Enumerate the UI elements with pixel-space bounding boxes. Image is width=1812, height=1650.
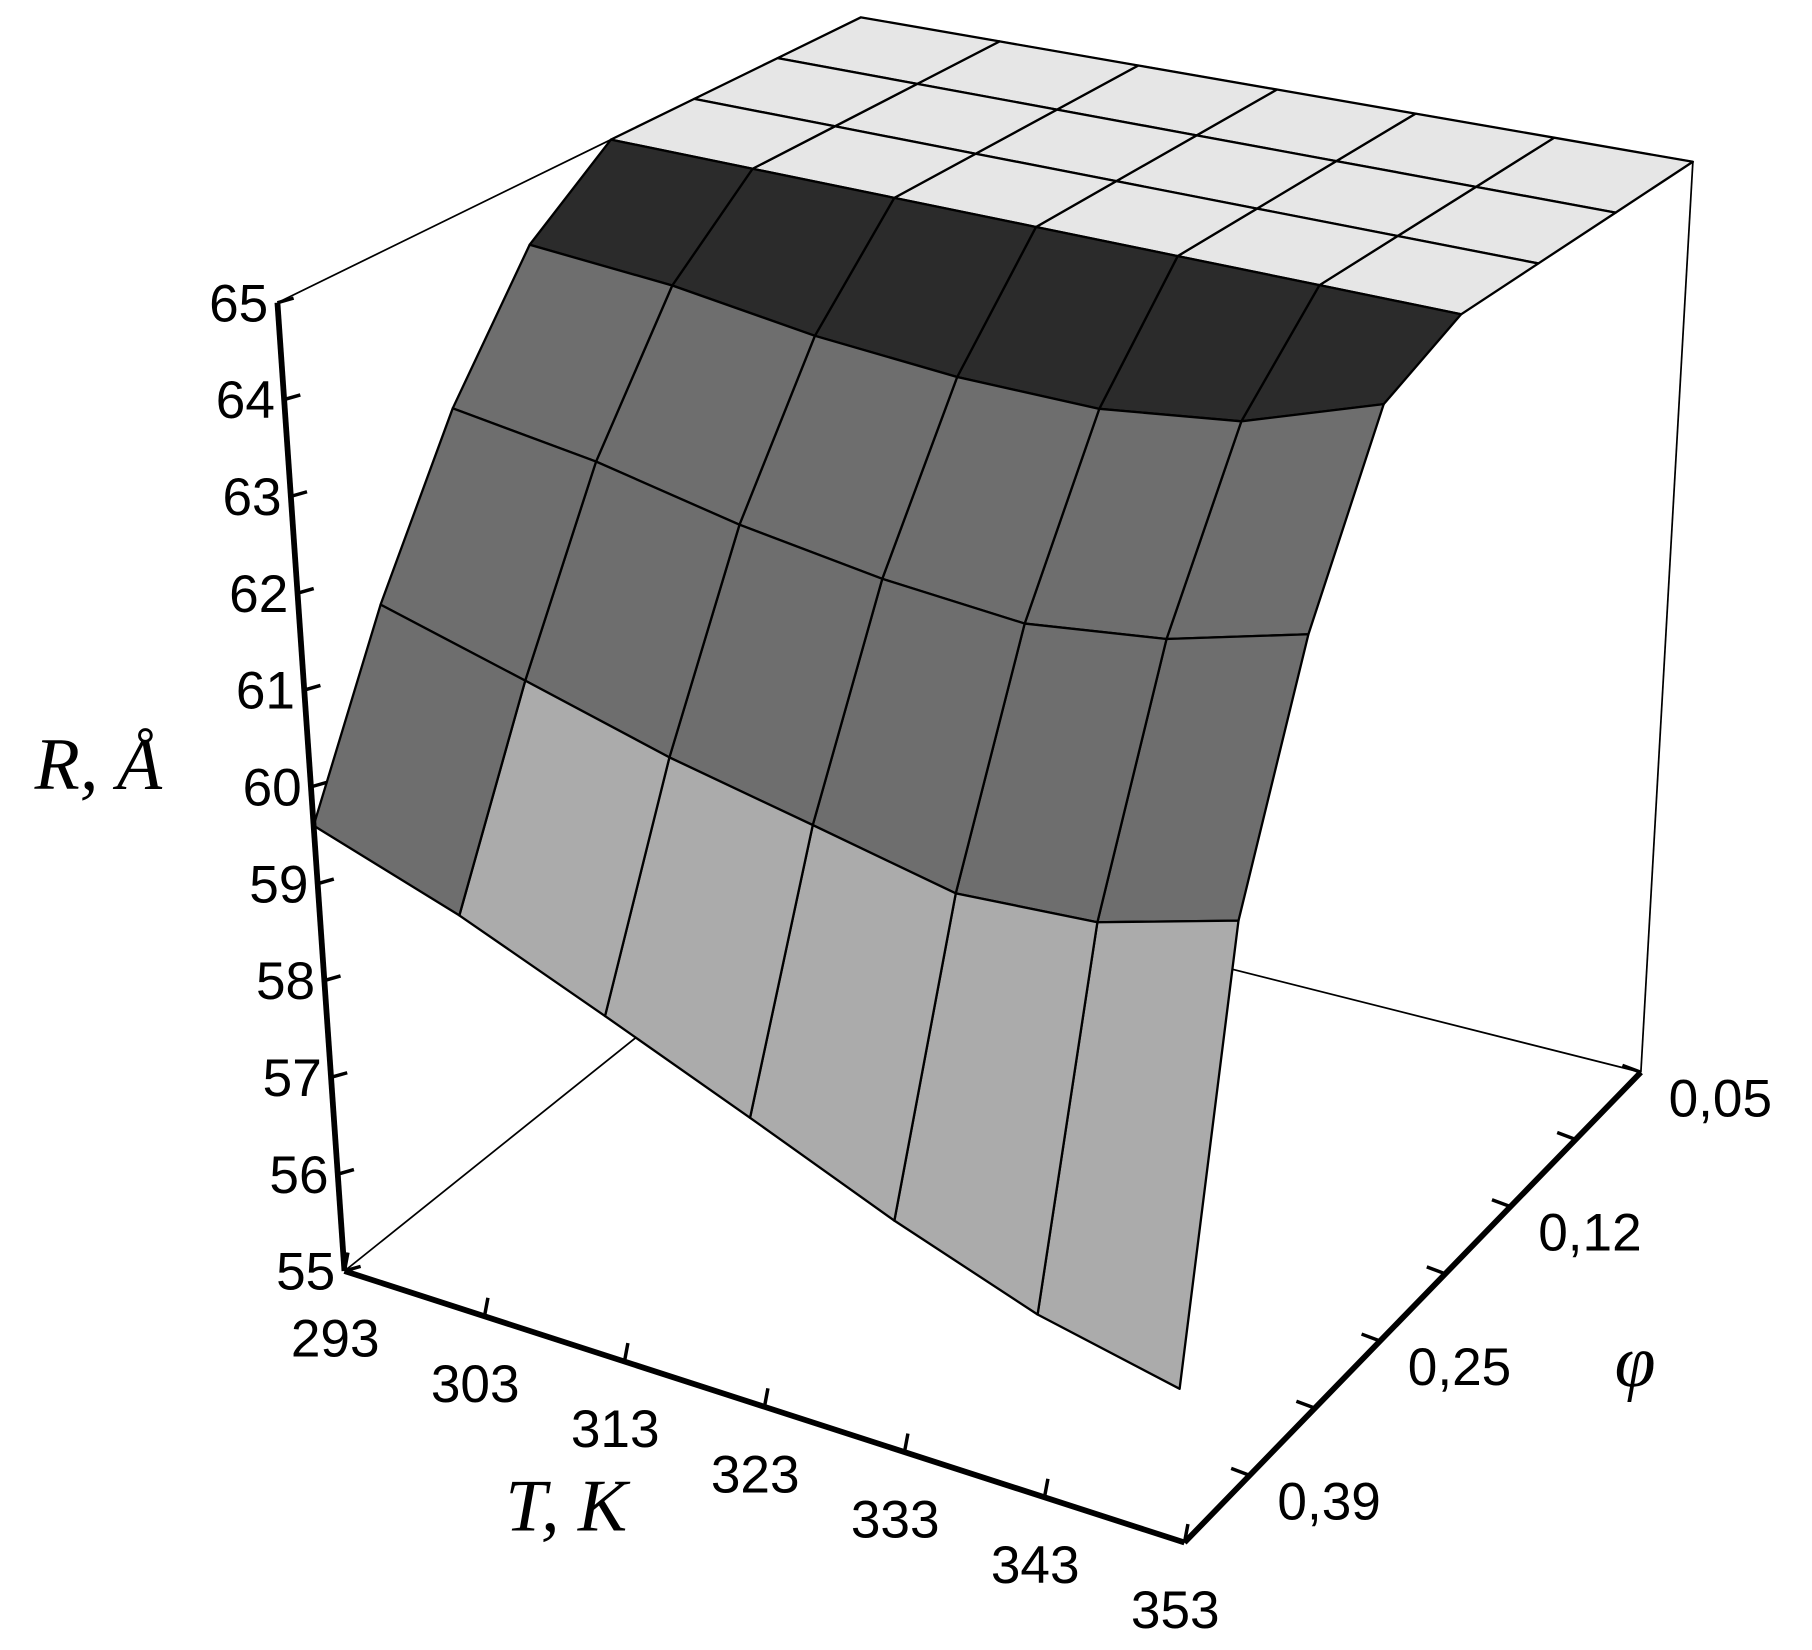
z-tick bbox=[303, 683, 321, 692]
x-tick bbox=[482, 1297, 490, 1317]
y-axis bbox=[1182, 1070, 1643, 1545]
y-tick bbox=[1426, 1265, 1446, 1276]
z-tick-label: 56 bbox=[269, 1146, 328, 1205]
z-tick-label: 57 bbox=[263, 1049, 322, 1108]
z-axis-title: R, Å bbox=[34, 723, 163, 805]
z-tick bbox=[323, 974, 341, 983]
z-tick bbox=[330, 1071, 348, 1080]
x-tick-label: 353 bbox=[1131, 1581, 1220, 1640]
x-tick-label: 293 bbox=[291, 1310, 380, 1369]
x-tick-label: 343 bbox=[991, 1536, 1080, 1595]
z-tick-label: 62 bbox=[229, 565, 288, 624]
y-tick bbox=[1491, 1198, 1512, 1209]
z-tick bbox=[337, 1167, 355, 1176]
y-axis-title: φ bbox=[1615, 1320, 1656, 1402]
y-tick bbox=[1230, 1466, 1251, 1477]
y-tick bbox=[1621, 1063, 1642, 1074]
z-tick-label: 65 bbox=[209, 274, 268, 333]
x-tick bbox=[342, 1252, 350, 1272]
z-tick-label: 59 bbox=[249, 855, 308, 914]
y-tick-label: 0,39 bbox=[1277, 1472, 1380, 1531]
z-tick-label: 61 bbox=[236, 662, 295, 721]
z-tick bbox=[310, 780, 328, 789]
y-tick bbox=[1295, 1399, 1316, 1410]
z-tick bbox=[297, 586, 315, 595]
z-tick bbox=[317, 877, 335, 886]
x-tick-label: 333 bbox=[851, 1491, 940, 1550]
y-tick-label: 0,12 bbox=[1538, 1204, 1641, 1263]
z-tick-label: 58 bbox=[256, 952, 315, 1011]
box-edge bbox=[1640, 161, 1694, 1073]
x-tick bbox=[762, 1387, 770, 1408]
x-tick bbox=[1182, 1523, 1190, 1543]
y-tick bbox=[1556, 1130, 1577, 1142]
z-tick bbox=[276, 296, 295, 305]
z-tick-label: 64 bbox=[216, 371, 275, 430]
z-tick-label: 55 bbox=[276, 1243, 335, 1302]
x-tick bbox=[622, 1342, 630, 1362]
x-tick-label: 313 bbox=[571, 1400, 660, 1459]
z-tick bbox=[283, 393, 301, 402]
y-tick bbox=[1360, 1332, 1381, 1343]
z-tick bbox=[343, 1264, 362, 1273]
x-tick bbox=[902, 1433, 910, 1453]
y-tick-label: 0,05 bbox=[1669, 1069, 1772, 1128]
x-tick-label: 323 bbox=[711, 1445, 800, 1504]
x-axis-title: T, K bbox=[505, 1465, 631, 1547]
y-tick bbox=[1165, 1533, 1186, 1545]
x-tick bbox=[1042, 1478, 1050, 1498]
y-tick-label: 0,25 bbox=[1408, 1338, 1511, 1397]
x-tick-label: 303 bbox=[431, 1355, 520, 1414]
z-tick-label: 60 bbox=[243, 759, 302, 818]
z-tick bbox=[290, 490, 308, 499]
surface-patch bbox=[312, 603, 527, 917]
z-tick-label: 63 bbox=[222, 468, 281, 527]
